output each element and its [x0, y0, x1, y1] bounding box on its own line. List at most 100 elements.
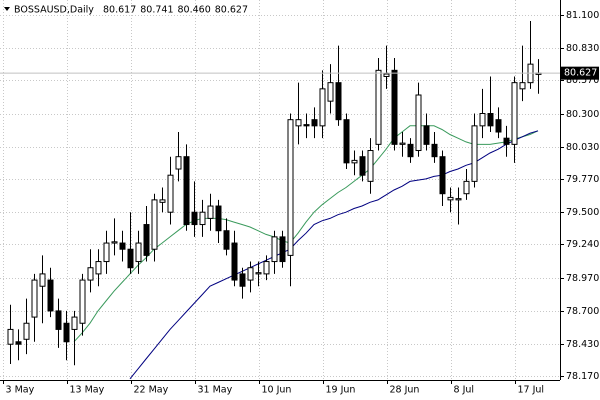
candle-body [343, 119, 350, 164]
x-tick-label: 28 Jun [390, 385, 420, 396]
candle-body [103, 242, 110, 263]
candle-body [119, 242, 126, 250]
y-tick-label: 78.700 [566, 306, 599, 317]
candle-body [31, 279, 38, 318]
candle-body [15, 341, 22, 345]
y-tick-label: 79.500 [566, 207, 599, 218]
candle-body [287, 119, 294, 256]
chart-title: BOSSAUSD,Daily [14, 5, 94, 16]
candle-body [407, 143, 414, 158]
moving-average [129, 130, 539, 380]
candle-body [175, 156, 182, 170]
x-tick-label: 13 May [70, 385, 105, 396]
candle-body [215, 205, 222, 232]
candle-body [327, 82, 334, 102]
candle-body [359, 156, 366, 176]
candle-body [87, 267, 94, 281]
candle-body [279, 236, 286, 263]
candle-body [335, 82, 342, 121]
candle-body [183, 156, 190, 226]
candle-body [63, 322, 70, 343]
x-tick-label: 22 May [134, 385, 169, 396]
candle-body [439, 156, 446, 195]
header-value: 80.627 [215, 5, 248, 16]
y-tick-label: 78.170 [566, 371, 599, 382]
x-tick-label: 19 Jun [326, 385, 356, 396]
x-tick-label: 17 Jul [518, 385, 545, 396]
candle-body [455, 198, 462, 201]
current-price-label: 80.627 [564, 68, 597, 79]
candle-body [223, 230, 230, 250]
candle-body [23, 322, 30, 340]
y-tick-label: 78.430 [566, 339, 599, 350]
x-tick-label: 3 May [6, 385, 35, 396]
candle-body [39, 273, 46, 287]
candle-body [95, 261, 102, 275]
current-price-box [561, 66, 599, 80]
x-tick-label: 8 Jul [454, 385, 475, 396]
candle-body [511, 82, 518, 145]
candle-body [159, 199, 166, 203]
header-value: 80.617 [103, 5, 136, 16]
candle-body [263, 261, 270, 275]
candle-body [247, 267, 254, 281]
candle-body [79, 279, 86, 324]
candle-body [479, 113, 486, 127]
candle-body [127, 248, 134, 269]
y-tick-label: 79.770 [566, 174, 599, 185]
candle-body [399, 142, 406, 145]
x-tick-label: 10 Jun [262, 385, 292, 396]
y-tick-label: 81.100 [566, 10, 599, 21]
candle-body [71, 316, 78, 330]
y-tick-label: 78.970 [566, 273, 599, 284]
candle-body [375, 69, 382, 145]
candle-body [463, 180, 470, 195]
candle-body [151, 199, 158, 250]
candle-body [447, 196, 454, 201]
candle-body [7, 328, 14, 345]
y-tick-label: 80.030 [566, 142, 599, 153]
candle-body [191, 211, 198, 226]
candle-body [367, 150, 374, 182]
y-tick-label: 80.570 [566, 75, 599, 86]
candle-body [231, 242, 238, 281]
candle-body [351, 159, 358, 164]
candle-body [423, 125, 430, 145]
candle-body [199, 211, 206, 226]
y-tick-label: 80.300 [566, 109, 599, 120]
axis-labels: 81.100 80.830 80.570 80.300 80.030 79.770 79.5… [3, 10, 599, 396]
candle-body [519, 82, 526, 90]
candle-body [487, 113, 494, 127]
x-tick-label: 31 May [198, 385, 233, 396]
candle-body [503, 137, 510, 145]
header-values: 80.617 80.741 80.460 80.627 [103, 5, 248, 16]
candle-body [415, 94, 422, 152]
candle-body [167, 174, 174, 213]
y-tick-label: 80.830 [566, 43, 599, 54]
y-tick-label: 79.240 [566, 239, 599, 250]
candle-body [255, 272, 262, 275]
moving-average [73, 125, 539, 343]
candle-body [239, 273, 246, 287]
candle-body [271, 236, 278, 263]
candle-body [495, 119, 502, 133]
candle-body [55, 310, 62, 330]
menu-arrow [4, 7, 10, 11]
candle-body [319, 88, 326, 127]
candle-body [47, 279, 54, 312]
candle-body [383, 73, 390, 77]
candle-body [391, 69, 398, 145]
plot [0, 20, 560, 380]
candle-body [431, 143, 438, 158]
candle-body [143, 224, 150, 256]
candle-body [471, 125, 478, 182]
candle-body [111, 241, 118, 244]
header-value: 80.460 [178, 5, 211, 16]
candle-body [303, 124, 310, 127]
header-value: 80.741 [140, 5, 173, 16]
candle-body [207, 205, 214, 219]
candle-body [135, 242, 142, 263]
candle-body [311, 119, 318, 127]
